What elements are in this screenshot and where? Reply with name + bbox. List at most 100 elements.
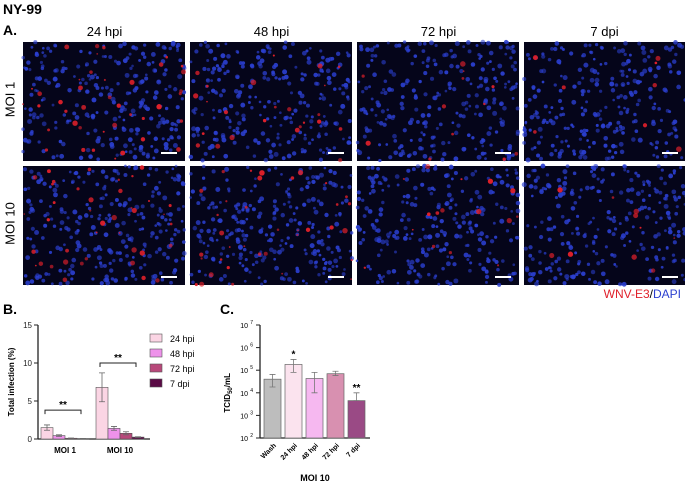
y-axis-label-part: 50 <box>228 387 234 394</box>
nucleus <box>312 206 316 210</box>
nucleus <box>641 231 645 235</box>
nucleus <box>409 202 415 207</box>
nucleus <box>389 231 392 234</box>
wnv-signal <box>139 250 145 256</box>
nucleus <box>569 51 574 56</box>
nucleus <box>317 273 321 277</box>
wnv-signal <box>31 87 33 90</box>
nucleus <box>268 237 273 243</box>
nucleus <box>467 49 472 54</box>
nucleus <box>174 164 178 168</box>
nucleus <box>656 65 661 70</box>
nucleus <box>556 256 562 261</box>
nucleus <box>515 192 521 198</box>
wnv-signal <box>225 200 228 203</box>
nucleus <box>288 205 293 209</box>
wnv-signal <box>46 218 50 222</box>
wnv-signal <box>652 82 657 88</box>
wnv-signal <box>100 220 106 226</box>
wnv-signal <box>243 245 246 248</box>
nucleus <box>169 127 174 132</box>
nucleus <box>266 117 270 121</box>
nucleus <box>234 74 240 80</box>
nucleus <box>634 171 638 175</box>
nucleus <box>560 140 564 144</box>
nucleus <box>372 72 377 78</box>
wnv-signal <box>95 43 100 49</box>
nucleus <box>359 108 364 112</box>
nucleus <box>533 178 538 183</box>
nucleus <box>128 150 133 154</box>
nucleus <box>162 251 167 257</box>
nucleus <box>528 128 532 132</box>
error-bar <box>123 431 129 436</box>
nucleus <box>176 119 181 124</box>
nucleus <box>278 143 282 147</box>
nucleus <box>376 102 382 108</box>
nucleus <box>485 280 488 284</box>
nucleus <box>580 92 585 97</box>
wnv-signal <box>111 214 117 221</box>
nucleus <box>474 189 480 195</box>
nucleus <box>378 143 382 147</box>
nucleus <box>627 211 632 216</box>
nucleus <box>676 229 681 234</box>
nucleus <box>515 235 520 240</box>
nucleus <box>667 62 672 67</box>
nucleus <box>291 138 294 141</box>
nucleus <box>74 230 79 235</box>
nucleus <box>462 45 466 49</box>
nucleus <box>502 105 507 111</box>
nucleus <box>201 140 205 144</box>
nucleus <box>98 213 102 217</box>
nucleus <box>130 273 136 278</box>
nucleus <box>420 247 425 251</box>
nucleus <box>591 173 597 179</box>
nucleus <box>670 45 675 50</box>
nucleus <box>616 95 621 100</box>
figure-title: NY-99 <box>3 1 42 17</box>
nucleus <box>584 244 589 248</box>
nucleus <box>453 278 459 284</box>
nucleus <box>613 263 617 266</box>
column-label-72hpi: 72 hpi <box>420 24 457 39</box>
nucleus <box>118 43 123 49</box>
wnv-signal <box>329 225 334 230</box>
nucleus <box>489 239 495 244</box>
nucleus <box>625 231 629 235</box>
nucleus <box>534 281 539 287</box>
nucleus <box>21 55 25 60</box>
wnv-signal <box>257 175 263 181</box>
nucleus <box>62 179 66 183</box>
wnv-signal <box>676 146 682 152</box>
nucleus <box>653 73 658 79</box>
nucleus <box>224 235 229 240</box>
nucleus <box>188 154 194 160</box>
nucleus <box>23 274 28 278</box>
y-tick-label: 10 <box>240 436 248 443</box>
nucleus <box>499 179 505 185</box>
nucleus <box>313 260 318 265</box>
wnv-signal <box>323 84 326 87</box>
nucleus <box>612 215 616 219</box>
nucleus <box>509 56 513 60</box>
nucleus <box>70 263 75 269</box>
nucleus <box>369 47 375 53</box>
nucleus <box>238 245 243 250</box>
nucleus <box>212 205 216 210</box>
nucleus <box>439 229 444 234</box>
nucleus <box>190 189 196 194</box>
wnv-signal <box>497 264 500 267</box>
nucleus <box>121 220 126 226</box>
nucleus <box>604 156 609 161</box>
nucleus <box>680 273 684 277</box>
nucleus <box>67 273 71 277</box>
nucleus <box>631 137 636 142</box>
nucleus <box>394 174 400 179</box>
nucleus <box>365 47 370 53</box>
nucleus <box>524 267 530 273</box>
y-tick-label: 10 <box>240 368 248 375</box>
nucleus <box>636 249 639 252</box>
wnv-signal <box>460 61 466 67</box>
